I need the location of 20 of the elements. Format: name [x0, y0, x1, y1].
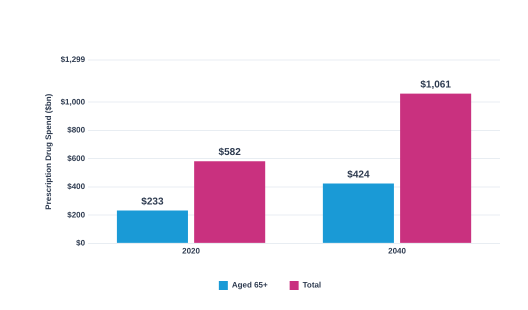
y-axis-title: Prescription Drug Spend ($bn) — [44, 93, 54, 210]
data-label: $424 — [347, 169, 370, 180]
x-tick-label: 2040 — [388, 246, 406, 256]
y-tick-label: $400 — [67, 182, 86, 192]
y-tick-label: $200 — [67, 210, 86, 220]
y-tick-label: $1,000 — [60, 97, 86, 106]
y-tick-label: $1,299 — [60, 55, 86, 64]
data-label: $582 — [218, 146, 242, 158]
y-tick-label: $0 — [76, 238, 86, 248]
y-tick-label: $800 — [67, 126, 86, 135]
legend-label: Total — [302, 280, 322, 290]
bar — [322, 184, 394, 243]
legend-label: Aged 65+ — [232, 280, 268, 290]
bar — [400, 94, 472, 243]
data-label: $1,061 — [420, 79, 452, 90]
bar — [194, 161, 266, 243]
y-tick-label: $600 — [67, 154, 86, 163]
data-label: $233 — [141, 196, 164, 208]
bar — [116, 210, 188, 243]
x-tick-label: 2020 — [182, 246, 200, 256]
